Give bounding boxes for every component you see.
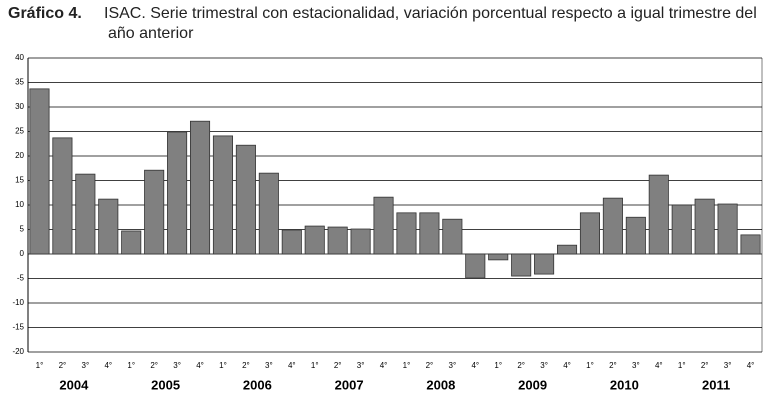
x-tick-label: 3° <box>265 361 273 370</box>
bar <box>579 212 601 255</box>
x-tick-label: 2° <box>242 361 250 370</box>
x-tick-label: 2° <box>426 361 434 370</box>
x-tick-label: 4° <box>380 361 388 370</box>
y-tick-label: -20 <box>12 347 24 356</box>
x-tick-label: 2° <box>517 361 525 370</box>
bar <box>212 135 234 255</box>
bar <box>671 204 692 255</box>
y-tick-label: -10 <box>12 298 24 307</box>
y-tick-label: 20 <box>15 151 24 160</box>
y-tick-label: 10 <box>15 200 24 209</box>
x-tick-label: 3° <box>173 361 181 370</box>
bar <box>740 234 761 255</box>
bar <box>534 253 555 275</box>
group-label: 2009 <box>518 377 547 392</box>
x-tick-label: 1° <box>127 361 135 370</box>
y-tick-label: 5 <box>20 225 25 234</box>
bar <box>144 169 165 255</box>
group-label: 2005 <box>151 377 180 392</box>
bar <box>258 172 279 255</box>
x-tick-label: 4° <box>196 361 204 370</box>
group-label: 2008 <box>426 377 455 392</box>
y-tick-label: 25 <box>15 127 24 136</box>
chart-title-block: Gráfico 4. ISAC. Serie trimestral con est… <box>8 4 760 44</box>
bar <box>304 225 325 255</box>
bar <box>442 218 463 255</box>
x-tick-label: 1° <box>586 361 594 370</box>
y-tick-label: -15 <box>12 323 24 332</box>
x-tick-label: 3° <box>82 361 90 370</box>
bar <box>52 137 73 255</box>
x-tick-label: 2° <box>334 361 342 370</box>
bar <box>189 120 211 255</box>
x-tick-label: 3° <box>449 361 457 370</box>
bar <box>396 212 417 255</box>
bar <box>625 216 646 255</box>
x-tick-label: 4° <box>747 361 755 370</box>
x-tick-label: 2° <box>701 361 709 370</box>
x-tick-label: 1° <box>36 361 44 370</box>
x-tick-label: 2° <box>59 361 67 370</box>
bar <box>373 196 394 255</box>
group-label: 2004 <box>59 377 89 392</box>
y-tick-label: 15 <box>15 176 24 185</box>
bar <box>327 226 348 255</box>
group-label: 2006 <box>243 377 272 392</box>
x-tick-label: 4° <box>104 361 112 370</box>
x-tick-label: 4° <box>288 361 296 370</box>
x-tick-label: 3° <box>632 361 640 370</box>
bar <box>511 253 532 277</box>
bar <box>419 212 440 255</box>
bar <box>167 131 188 255</box>
bar <box>235 144 256 255</box>
bar <box>121 230 142 255</box>
group-label: 2011 <box>702 377 730 392</box>
bar <box>350 228 371 255</box>
bar <box>98 198 119 255</box>
bar <box>648 174 669 255</box>
bar <box>75 173 96 255</box>
bar <box>717 203 738 255</box>
x-tick-label: 3° <box>724 361 732 370</box>
y-tick-label: 30 <box>15 102 24 111</box>
y-tick-label: 0 <box>20 249 25 258</box>
chart-title: ISAC. Serie trimestral con estacionalida… <box>104 5 757 42</box>
x-tick-label: 1° <box>311 361 319 370</box>
group-label: 2007 <box>335 377 364 392</box>
x-tick-label: 1° <box>494 361 502 370</box>
bar <box>694 198 715 255</box>
y-tick-label: 35 <box>15 78 24 87</box>
bar <box>281 229 302 255</box>
bar <box>465 253 486 279</box>
x-tick-label: 3° <box>540 361 548 370</box>
x-tick-label: 3° <box>357 361 365 370</box>
x-tick-label: 1° <box>678 361 686 370</box>
y-tick-label: 40 <box>15 53 24 62</box>
x-tick-label: 2° <box>609 361 617 370</box>
x-tick-label: 4° <box>563 361 571 370</box>
x-tick-label: 4° <box>655 361 663 370</box>
bar <box>488 253 509 261</box>
x-tick-label: 1° <box>219 361 227 370</box>
y-tick-label: -5 <box>17 274 25 283</box>
bar <box>29 88 50 255</box>
x-tick-label: 1° <box>403 361 411 370</box>
bar <box>602 197 623 255</box>
x-tick-label: 4° <box>471 361 479 370</box>
bar <box>556 244 578 255</box>
x-tick-label: 2° <box>150 361 158 370</box>
chart-title-label: Gráfico 4. <box>8 5 82 22</box>
group-label: 2010 <box>610 377 639 392</box>
